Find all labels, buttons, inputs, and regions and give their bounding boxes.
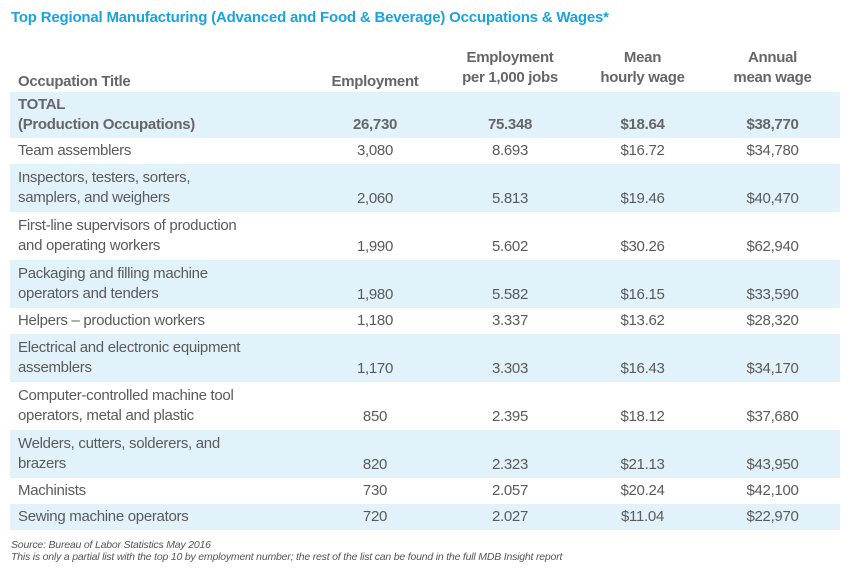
table-row: Team assemblers 3,080 8.693 $16.72 $34,780 [10, 138, 840, 164]
per-1000-cell: 3.303 [491, 360, 529, 377]
per-1000-cell: 2.395 [491, 408, 529, 425]
hourly-wage-cell: $30.26 [620, 238, 665, 255]
employment-cell: 1,980 [356, 286, 394, 303]
per-1000-cell: 2.027 [491, 508, 529, 525]
occupation-title: Sewing machine operators [18, 508, 189, 525]
per-1000-cell: 2.323 [491, 456, 529, 473]
total-per-1000: 75.348 [487, 116, 533, 133]
table-row: Helpers – production workers 1,180 3.337 $1… [10, 308, 840, 334]
annual-wage-cell: $37,680 [746, 408, 799, 425]
table-row: Packaging and filling machine operators a… [10, 260, 840, 308]
total-annual: $38,770 [746, 116, 799, 133]
total-row: TOTAL (Production Occupations) 26,730 75.… [10, 92, 840, 138]
annual-wage-cell: $34,780 [746, 142, 799, 159]
employment-cell: 3,080 [356, 142, 394, 159]
per-1000-cell: 5.582 [491, 286, 529, 303]
hourly-wage-cell: $16.72 [620, 142, 665, 159]
annual-wage-cell: $43,950 [746, 456, 799, 473]
header-mean-hourly-wage: Mean hourly wage [600, 48, 685, 86]
table-row: Computer-controlled machine tool operator… [10, 382, 840, 430]
total-employment: 26,730 [352, 116, 398, 133]
header-annual-mean-wage: Annual mean wage [733, 48, 812, 86]
header-employment: Employment [331, 73, 419, 90]
partial-list-note: This is only a partial list with the top… [11, 551, 563, 563]
per-1000-cell: 8.693 [491, 142, 529, 159]
annual-wage-cell: $62,940 [746, 238, 799, 255]
total-label: TOTAL (Production Occupations) [18, 96, 195, 133]
table-row: Inspectors, testers, sorters, samplers, a… [10, 164, 840, 212]
total-hourly: $18.64 [620, 116, 665, 133]
table-row: Welders, cutters, solderers, and brazers 8… [10, 430, 840, 478]
annual-wage-cell: $22,970 [746, 508, 799, 525]
footnote: Source: Bureau of Labor Statistics May 2… [11, 539, 562, 563]
occupation-title: Helpers – production workers [18, 312, 205, 329]
occupation-title: Machinists [18, 482, 86, 499]
occupation-title: Inspectors, testers, sorters, samplers, a… [18, 169, 191, 206]
per-1000-cell: 3.337 [491, 312, 529, 329]
hourly-wage-cell: $21.13 [620, 456, 665, 473]
annual-wage-cell: $40,470 [746, 190, 799, 207]
annual-wage-cell: $42,100 [746, 482, 799, 499]
occupation-title: Team assemblers [18, 142, 132, 159]
occupation-title: First-line supervisors of production and … [18, 217, 237, 254]
annual-wage-cell: $28,320 [746, 312, 799, 329]
per-1000-cell: 2.057 [491, 482, 529, 499]
table-row: Machinists 730 2.057 $20.24 $42,100 [10, 478, 840, 504]
employment-cell: 850 [362, 408, 388, 425]
source-note: Source: Bureau of Labor Statistics May 2… [11, 539, 211, 551]
header-occupation: Occupation Title [18, 73, 131, 90]
occupations-wages-table: Occupation Title Employment Employment pe… [10, 43, 840, 530]
table-row: Electrical and electronic equipment assem… [10, 334, 840, 382]
hourly-wage-cell: $11.04 [621, 508, 664, 525]
occupation-title: Electrical and electronic equipment assem… [18, 339, 241, 376]
annual-wage-cell: $34,170 [746, 360, 799, 377]
employment-cell: 1,170 [356, 360, 394, 377]
table-title: Top Regional Manufacturing (Advanced and… [11, 9, 609, 26]
per-1000-cell: 5.813 [491, 190, 529, 207]
employment-cell: 820 [362, 456, 388, 473]
hourly-wage-cell: $16.43 [620, 360, 665, 377]
header-employment-per-1000: Employment per 1,000 jobs [462, 48, 558, 86]
employment-cell: 730 [362, 482, 388, 499]
employment-cell: 2,060 [356, 190, 394, 207]
hourly-wage-cell: $18.12 [620, 408, 665, 425]
employment-cell: 1,180 [356, 312, 394, 329]
table-row: First-line supervisors of production and … [10, 212, 840, 260]
employment-cell: 720 [362, 508, 388, 525]
employment-cell: 1,990 [356, 238, 394, 255]
hourly-wage-cell: $20.24 [620, 482, 665, 499]
occupation-title: Welders, cutters, solderers, and brazers [18, 435, 220, 472]
occupation-title: Computer-controlled machine tool operator… [18, 387, 234, 424]
hourly-wage-cell: $16.15 [620, 286, 665, 303]
occupation-title: Packaging and filling machine operators a… [18, 265, 208, 302]
table-row: Sewing machine operators 720 2.027 $11.04 $2… [10, 504, 840, 530]
hourly-wage-cell: $19.46 [620, 190, 665, 207]
annual-wage-cell: $33,590 [746, 286, 799, 303]
hourly-wage-cell: $13.62 [620, 312, 665, 329]
header-row: Occupation Title Employment Employment pe… [10, 43, 840, 92]
per-1000-cell: 5.602 [491, 238, 529, 255]
